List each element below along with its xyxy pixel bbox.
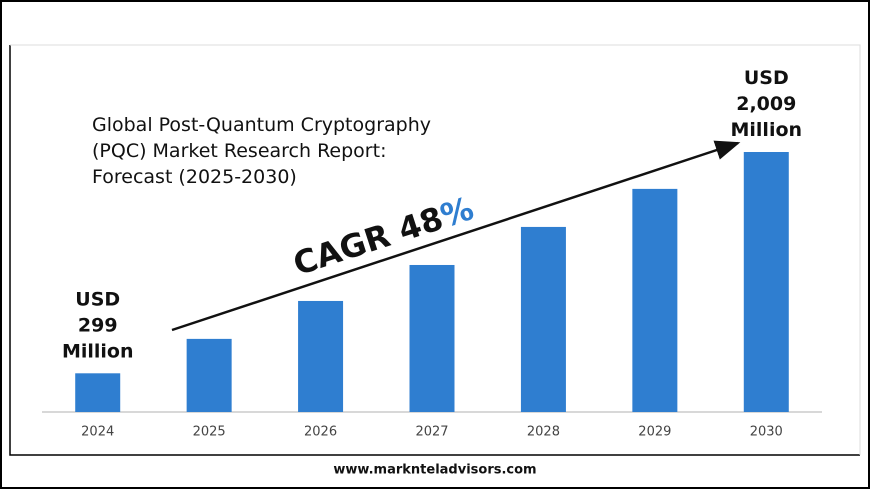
x-tick-label: 2028 bbox=[527, 425, 560, 440]
x-tick-label: 2029 bbox=[638, 425, 671, 440]
chart-title: Global Post-Quantum Cryptography (PQC) M… bbox=[92, 114, 431, 188]
bar bbox=[632, 188, 678, 412]
inner-frame bbox=[9, 45, 860, 456]
x-tick-label: 2024 bbox=[81, 425, 114, 440]
bar bbox=[298, 300, 344, 412]
x-tick-label: 2027 bbox=[415, 425, 448, 440]
value-label: USD 2,009 Million bbox=[731, 67, 803, 141]
bar bbox=[409, 264, 455, 412]
bar bbox=[75, 373, 121, 412]
inner-frame-top bbox=[10, 44, 861, 455]
x-tick-label: 2030 bbox=[750, 425, 783, 440]
bar bbox=[520, 226, 566, 412]
value-label: USD 299 Million bbox=[62, 288, 134, 362]
trend-arrow bbox=[171, 140, 741, 332]
bar bbox=[743, 152, 789, 412]
source: www.marknteladvisors.com bbox=[333, 463, 536, 478]
x-tick-label: 2025 bbox=[193, 425, 226, 440]
x-tick-label: 2026 bbox=[304, 425, 337, 440]
bar bbox=[186, 338, 232, 412]
